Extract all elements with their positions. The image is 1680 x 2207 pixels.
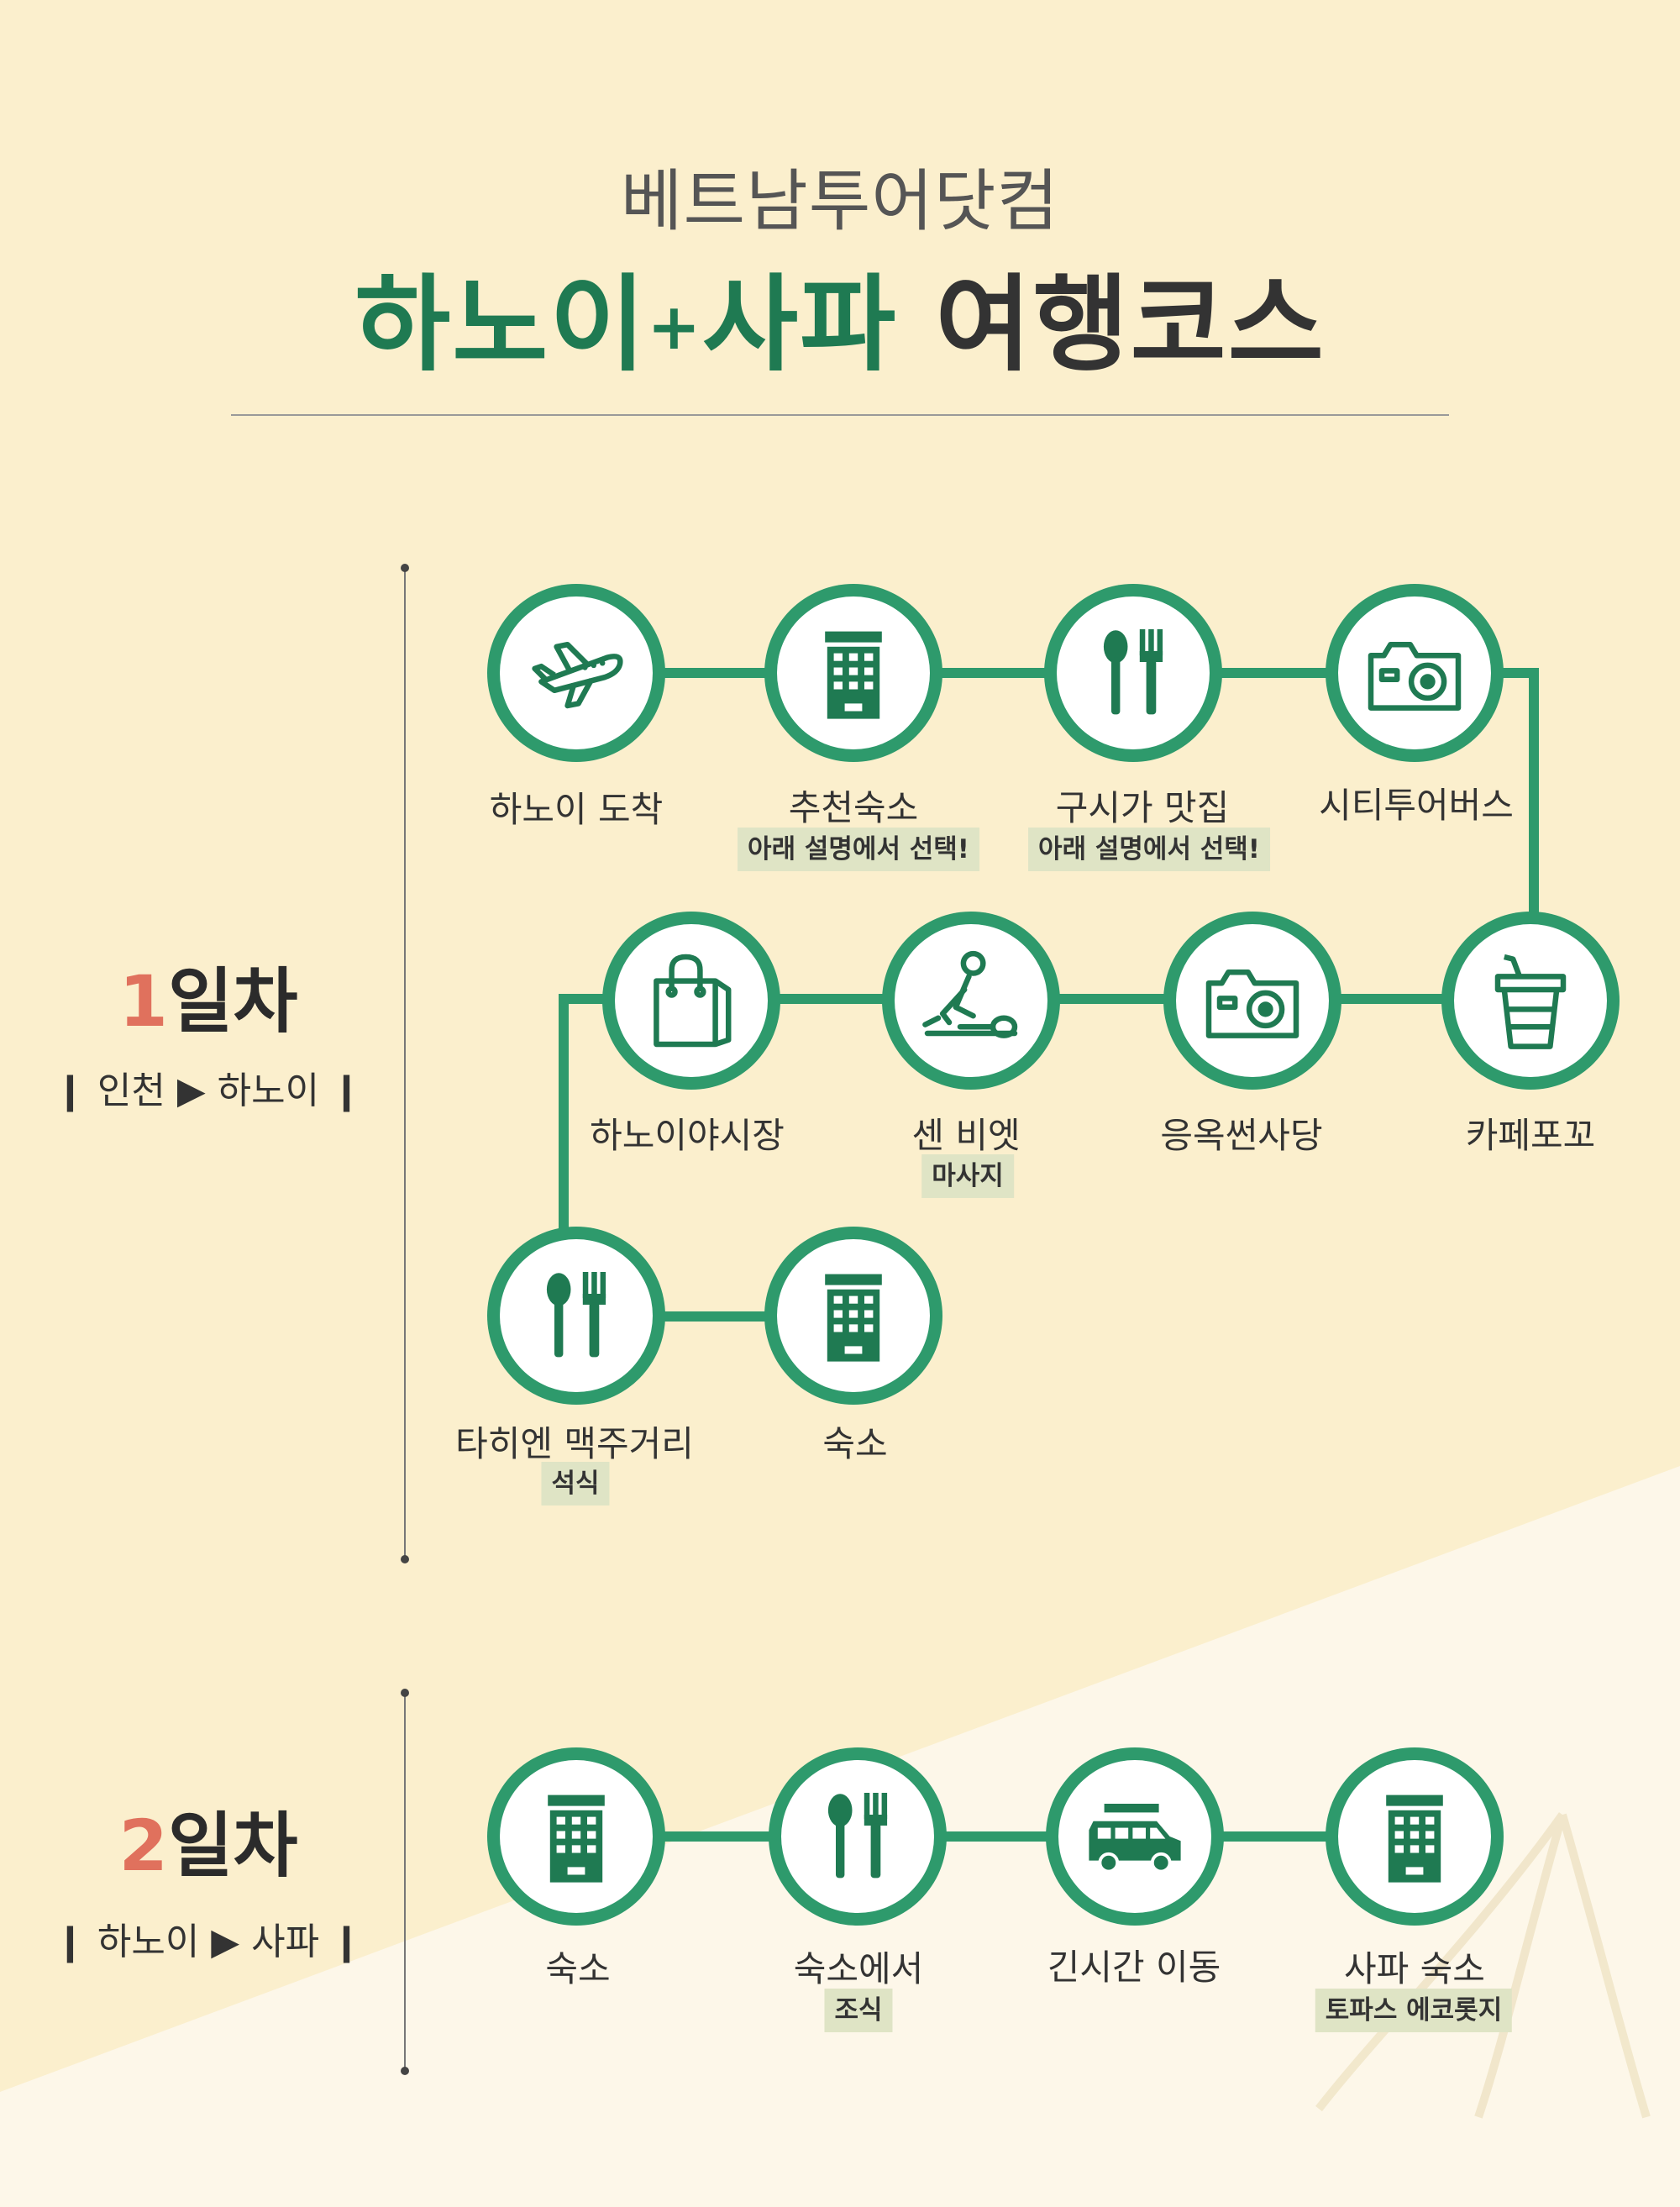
day1-timeline-line <box>404 568 406 1559</box>
day2-route: ❙ 하노이 ▶ 사파 ❙ <box>55 1921 362 1963</box>
header-divider <box>231 414 1449 416</box>
stop-note: 토파스 에코롯지 <box>1315 1989 1513 2032</box>
stop-hotel-breakfast[interactable] <box>769 1747 947 1926</box>
stop-sen-viet-massage[interactable] <box>882 912 1060 1090</box>
restaurant-icon <box>546 1272 606 1358</box>
stop-label: 숙소 <box>545 1948 611 1989</box>
stop-sapa-hotel[interactable] <box>1326 1747 1504 1926</box>
stop-label: 시티투어버스 <box>1319 785 1514 826</box>
day1-route: ❙ 인천 ▶ 하노이 ❙ <box>55 1069 362 1112</box>
massage-icon <box>922 950 1018 1038</box>
day2-label: 일차 <box>167 1805 298 1887</box>
day1-title: 1일차 <box>0 945 417 1047</box>
stop-note: 아래 설명에서 선택! <box>738 828 979 871</box>
stop-old-quarter-restaurant[interactable] <box>1044 584 1222 762</box>
day1-number: 1 <box>118 960 168 1043</box>
stop-note: 석식 <box>541 1462 610 1505</box>
day1-timeline-dot-top <box>401 564 409 572</box>
stop-label: 타히엔 맥주거리 <box>455 1423 694 1464</box>
title-hanoi: 하노이 <box>354 265 648 386</box>
title-plus: + <box>647 289 703 364</box>
stop-note: 아래 설명에서 선택! <box>1028 828 1270 871</box>
stop-ngoc-son-temple[interactable] <box>1163 912 1341 1090</box>
stop-city-tour-bus[interactable] <box>1326 584 1504 762</box>
stop-label: 카페포꼬 <box>1465 1115 1596 1156</box>
decorative-leaf <box>1315 1812 1651 2119</box>
stop-label: 센 비엣 <box>911 1115 1021 1156</box>
stop-note: 마사지 <box>921 1154 1014 1198</box>
stop-hanoi-night-market[interactable] <box>602 912 780 1090</box>
airplane-icon <box>532 641 623 709</box>
van-icon <box>1089 1804 1181 1873</box>
stop-long-transfer[interactable] <box>1046 1747 1224 1926</box>
stop-note: 조식 <box>824 1989 893 2032</box>
stop-hotel-night1[interactable] <box>764 1227 942 1405</box>
stop-hanoi-arrival[interactable] <box>487 584 665 762</box>
hotel-icon <box>548 1795 605 1883</box>
day1-label: 일차 <box>167 960 298 1043</box>
day2-timeline-dot-bottom <box>401 2067 409 2075</box>
camera-icon <box>1368 641 1462 711</box>
shopping-bag-icon <box>654 954 732 1048</box>
stop-label: 구시가 맛집 <box>1055 787 1230 828</box>
stop-cafe-pho-co[interactable] <box>1441 912 1620 1090</box>
title-sapa: 사파 <box>702 265 898 386</box>
day2-title: 2일차 <box>0 1789 417 1891</box>
day1-timeline-dot-bottom <box>401 1555 409 1563</box>
camera-icon <box>1205 969 1299 1038</box>
stop-label: 사파 숙소 <box>1344 1948 1485 1989</box>
hotel-icon <box>825 631 882 719</box>
stop-label: 하노이 도착 <box>489 789 664 830</box>
restaurant-icon <box>827 1793 888 1879</box>
brand-name: 베트남투어닷컴 <box>620 162 1060 240</box>
page-title: 하노이+사파 여행코스 <box>0 239 1680 391</box>
title-course: 여행코스 <box>935 265 1326 386</box>
stop-recommended-hotel[interactable] <box>764 584 942 762</box>
day2-number: 2 <box>118 1805 168 1887</box>
day2-timeline-dot-top <box>401 1689 409 1697</box>
stop-label: 응옥썬사당 <box>1160 1115 1323 1156</box>
hotel-icon <box>1386 1795 1443 1883</box>
stop-label: 하노이야시장 <box>590 1115 785 1156</box>
drink-cup-icon <box>1494 954 1567 1049</box>
stop-label: 숙소에서 <box>793 1948 924 1989</box>
stop-day2-hotel[interactable] <box>487 1747 665 1926</box>
stop-label: 숙소 <box>822 1423 888 1464</box>
day2-timeline-line <box>404 1693 406 2071</box>
stop-label: 긴시간 이동 <box>1047 1947 1221 1988</box>
restaurant-icon <box>1103 629 1163 715</box>
stop-label: 추천숙소 <box>788 787 919 828</box>
hotel-icon <box>825 1274 882 1362</box>
stop-ta-hien-beer-street[interactable] <box>487 1227 665 1405</box>
